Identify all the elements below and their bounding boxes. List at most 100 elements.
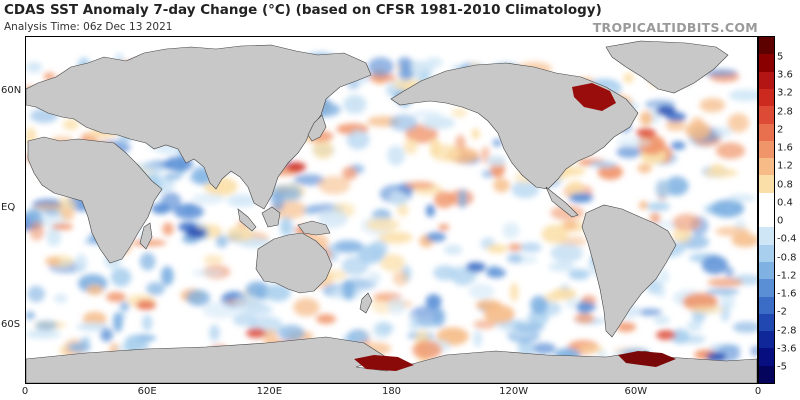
anomaly-blob	[492, 138, 502, 147]
anomaly-blob	[341, 278, 377, 290]
anomaly-blob	[623, 72, 634, 84]
anomaly-blob	[203, 255, 224, 265]
anomaly-blob	[649, 212, 661, 224]
anomaly-blob	[106, 292, 126, 302]
anomaly-blob	[412, 340, 442, 360]
anomaly-blob	[468, 283, 495, 300]
anomaly-blob	[473, 330, 483, 348]
anomaly-blob	[191, 269, 225, 277]
colorbar-segment	[759, 210, 774, 228]
anomaly-blob	[701, 255, 728, 275]
lon-label: 0	[21, 386, 29, 397]
colorbar-segment	[759, 192, 774, 211]
anomaly-blob	[317, 209, 348, 229]
anomaly-blob	[246, 328, 266, 338]
anomaly-blob	[113, 312, 123, 333]
anomaly-blob	[405, 124, 438, 144]
anomaly-blob	[705, 288, 740, 295]
anomaly-blob	[550, 243, 583, 263]
anomaly-blob	[67, 342, 91, 353]
anomaly-blob	[638, 200, 648, 210]
colorbar-label: -5	[777, 361, 787, 373]
anomaly-blob	[164, 173, 181, 180]
borneo-land	[261, 206, 281, 228]
colorbar-segment	[759, 37, 774, 55]
anomaly-blob	[26, 62, 43, 73]
anomaly-blob	[473, 319, 496, 330]
anomaly-blob	[528, 309, 549, 327]
anomaly-blob	[670, 141, 686, 150]
anomaly-blob	[123, 335, 143, 354]
antarctica-land	[26, 336, 757, 383]
colorbar-segment	[759, 227, 774, 246]
anomaly-blob	[576, 302, 596, 312]
colorbar-segment	[759, 296, 774, 315]
anomaly-blob	[429, 138, 441, 158]
colorbar-label: -3.6	[777, 343, 797, 355]
anomaly-blob	[541, 224, 569, 244]
anomaly-blob	[293, 298, 320, 317]
anomaly-blob	[568, 268, 590, 280]
anomaly-blob	[562, 220, 578, 230]
anomaly-blob	[639, 111, 653, 126]
anomaly-blob	[636, 128, 656, 138]
lon-label: 0	[754, 386, 762, 397]
anomaly-blob	[100, 328, 113, 342]
map-title: CDAS SST Anomaly 7-day Change (°C) (base…	[4, 2, 602, 18]
anomaly-blob	[531, 342, 556, 355]
anomaly-blob	[392, 270, 409, 286]
anomaly-blob	[404, 181, 435, 190]
anomaly-blob	[709, 344, 742, 352]
lon-label: 180	[381, 386, 402, 397]
anomaly-blob	[286, 162, 306, 172]
colorbar-label: -0.4	[777, 233, 797, 245]
anomaly-blob	[597, 350, 607, 358]
greenland-land	[605, 40, 729, 94]
anomaly-blob	[367, 57, 394, 77]
anomaly-blob	[438, 224, 450, 231]
anomaly-blob	[597, 164, 623, 180]
land-layer	[26, 40, 757, 383]
colorbar-label: 5	[777, 51, 784, 63]
anomaly-blob	[727, 194, 756, 202]
hudson-bay-anomaly	[572, 83, 616, 111]
japan-land	[307, 114, 327, 142]
anomaly-blob	[666, 112, 686, 122]
colorbar-label: 0	[777, 215, 784, 227]
anomaly-blob	[397, 203, 409, 217]
colorbar-segment	[759, 348, 774, 367]
anomaly-blob	[530, 295, 548, 315]
anomaly-blob	[351, 332, 370, 342]
anomaly-blob	[519, 242, 542, 253]
anomaly-blob	[750, 345, 757, 357]
colorbar-segment	[759, 331, 774, 349]
anomaly-blob	[398, 66, 414, 81]
anomaly-blob	[434, 191, 455, 209]
colorbar-segment	[759, 123, 774, 142]
anomaly-blob	[685, 121, 711, 140]
anomaly-blob	[60, 208, 75, 222]
anomaly-blob	[569, 192, 593, 203]
anomaly-blob	[458, 188, 467, 209]
anomaly-blob	[191, 193, 225, 205]
anomaly-blob	[264, 284, 291, 302]
colorbar-label: 3.6	[777, 69, 793, 81]
colorbar-label: 1.2	[777, 160, 793, 172]
anomaly-blob	[616, 322, 636, 332]
anomaly-blob	[728, 89, 757, 102]
colorbar-label: 3.2	[777, 87, 793, 99]
anomaly-blob	[387, 297, 406, 315]
anomaly-blob	[732, 203, 745, 212]
anomaly-blob	[293, 174, 325, 186]
anomaly-blob	[174, 203, 204, 220]
anomaly-blob	[704, 168, 738, 178]
anomaly-blob	[26, 311, 35, 320]
anomaly-blob	[665, 176, 689, 196]
anomaly-blob	[54, 293, 68, 304]
anomaly-blob	[202, 301, 238, 319]
anomaly-blob	[332, 240, 364, 253]
anomaly-blob	[656, 330, 676, 340]
colorbar-segment	[759, 313, 774, 332]
anomaly-blob	[506, 253, 523, 264]
anomaly-blob	[119, 301, 130, 312]
